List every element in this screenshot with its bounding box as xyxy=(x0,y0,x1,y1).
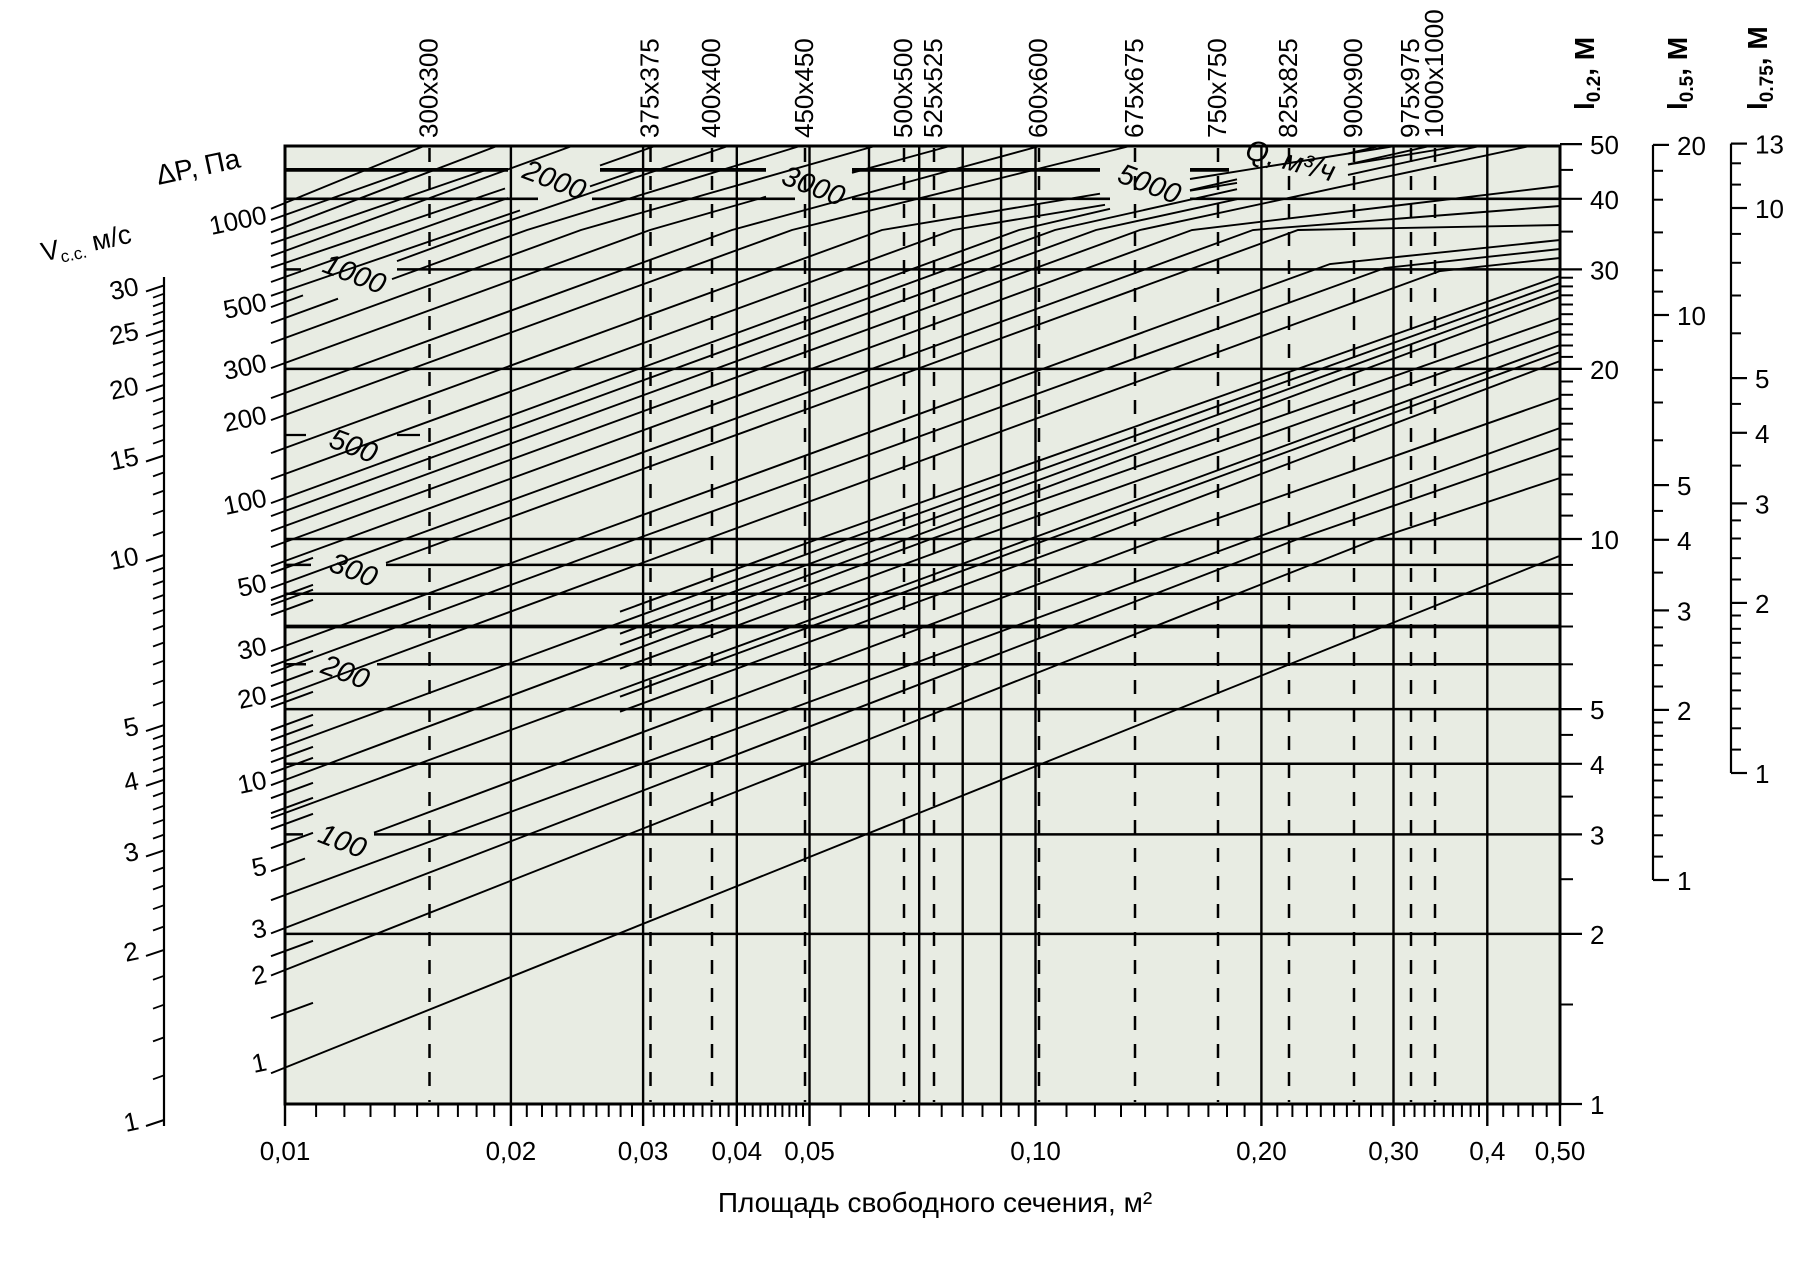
svg-text:3: 3 xyxy=(1590,820,1604,850)
svg-text:l0.75, М: l0.75, М xyxy=(1742,26,1778,110)
svg-text:l0.5, М: l0.5, М xyxy=(1662,37,1698,110)
svg-text:10: 10 xyxy=(1755,194,1784,224)
svg-text:750x750: 750x750 xyxy=(1202,38,1232,138)
svg-text:375x375: 375x375 xyxy=(635,38,665,138)
svg-text:5: 5 xyxy=(1755,364,1769,394)
svg-text:4: 4 xyxy=(1590,750,1604,780)
svg-text:20: 20 xyxy=(1590,355,1619,385)
svg-text:Площадь свободного сечения, м²: Площадь свободного сечения, м² xyxy=(718,1187,1152,1218)
svg-text:5: 5 xyxy=(249,851,269,883)
svg-text:l0.2, М: l0.2, М xyxy=(1569,37,1605,110)
svg-text:25: 25 xyxy=(107,316,142,351)
svg-text:10: 10 xyxy=(235,765,270,800)
svg-text:30: 30 xyxy=(107,271,142,306)
svg-text:4: 4 xyxy=(1677,526,1691,556)
svg-text:300x300: 300x300 xyxy=(414,38,444,138)
svg-text:10: 10 xyxy=(1677,301,1706,331)
svg-text:2: 2 xyxy=(1677,696,1691,726)
svg-text:30: 30 xyxy=(235,631,270,666)
svg-text:5: 5 xyxy=(1677,471,1691,501)
svg-text:10: 10 xyxy=(1590,525,1619,555)
svg-text:0,02: 0,02 xyxy=(486,1136,537,1166)
svg-text:5: 5 xyxy=(121,711,141,743)
svg-text:50: 50 xyxy=(235,568,270,603)
svg-text:1000x1000: 1000x1000 xyxy=(1419,9,1449,138)
svg-text:ΔP, Па: ΔP, Па xyxy=(153,143,243,191)
svg-text:1: 1 xyxy=(1755,759,1769,789)
svg-text:2: 2 xyxy=(249,959,269,991)
svg-text:4: 4 xyxy=(1755,419,1769,449)
svg-text:3: 3 xyxy=(1677,596,1691,626)
svg-text:825x825: 825x825 xyxy=(1273,38,1303,138)
svg-text:3: 3 xyxy=(249,913,269,945)
svg-text:Vс.с. м/с: Vс.с. м/с xyxy=(38,219,134,270)
svg-text:600x600: 600x600 xyxy=(1023,38,1053,138)
svg-text:525x525: 525x525 xyxy=(918,38,948,138)
svg-text:1: 1 xyxy=(249,1047,269,1079)
svg-text:15: 15 xyxy=(107,441,142,476)
svg-text:900x900: 900x900 xyxy=(1338,38,1368,138)
svg-text:0,01: 0,01 xyxy=(260,1136,311,1166)
svg-text:3: 3 xyxy=(1755,489,1769,519)
svg-text:100: 100 xyxy=(221,483,270,521)
svg-text:2: 2 xyxy=(121,935,141,967)
svg-text:20: 20 xyxy=(1677,131,1706,161)
svg-text:400x400: 400x400 xyxy=(696,38,726,138)
svg-text:2: 2 xyxy=(1755,589,1769,619)
svg-text:975x975: 975x975 xyxy=(1395,38,1425,138)
svg-text:20: 20 xyxy=(107,370,142,405)
svg-text:4: 4 xyxy=(121,765,141,797)
svg-text:2: 2 xyxy=(1590,920,1604,950)
svg-text:1: 1 xyxy=(1590,1090,1604,1120)
svg-text:0,30: 0,30 xyxy=(1368,1136,1419,1166)
svg-text:50: 50 xyxy=(1590,130,1619,160)
svg-text:200: 200 xyxy=(221,400,270,438)
svg-text:30: 30 xyxy=(1590,255,1619,285)
svg-text:1000: 1000 xyxy=(206,200,269,241)
svg-text:500x500: 500x500 xyxy=(888,38,918,138)
svg-text:0,04: 0,04 xyxy=(711,1136,762,1166)
svg-text:0,10: 0,10 xyxy=(1010,1136,1061,1166)
svg-text:0,03: 0,03 xyxy=(618,1136,669,1166)
svg-text:3: 3 xyxy=(121,836,141,868)
svg-text:500: 500 xyxy=(221,287,270,325)
svg-text:5: 5 xyxy=(1590,695,1604,725)
svg-text:1: 1 xyxy=(1677,866,1691,896)
svg-text:450x450: 450x450 xyxy=(789,38,819,138)
svg-text:0,05: 0,05 xyxy=(784,1136,835,1166)
svg-text:675x675: 675x675 xyxy=(1119,38,1149,138)
svg-text:300: 300 xyxy=(221,348,270,386)
svg-text:0,50: 0,50 xyxy=(1535,1136,1586,1166)
svg-text:20: 20 xyxy=(235,680,270,715)
svg-text:0,4: 0,4 xyxy=(1469,1136,1505,1166)
svg-text:1: 1 xyxy=(121,1106,141,1138)
svg-text:0,20: 0,20 xyxy=(1236,1136,1287,1166)
svg-text:10: 10 xyxy=(107,541,142,576)
svg-text:40: 40 xyxy=(1590,185,1619,215)
svg-text:13: 13 xyxy=(1755,130,1784,160)
